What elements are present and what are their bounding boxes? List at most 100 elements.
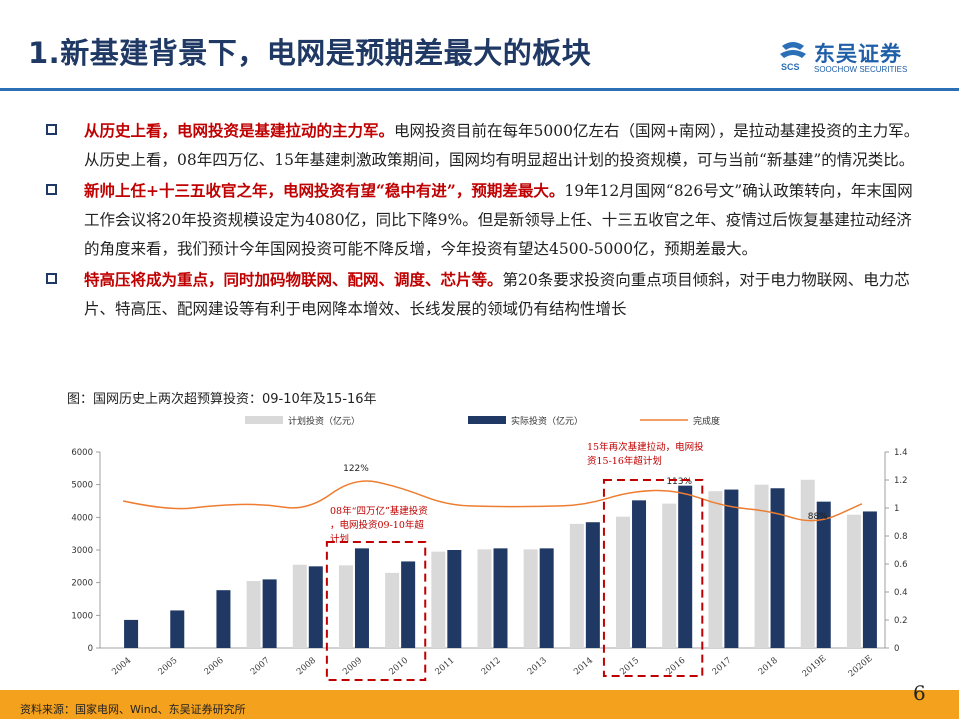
y-right-tick-label: 0 <box>894 644 899 654</box>
bar-actual <box>493 548 508 648</box>
annotation-2015-2016: 15年再次基建拉动，电网投资15-16年超计划 <box>587 441 704 467</box>
bar-plan <box>569 523 584 648</box>
bar-plan <box>338 565 353 648</box>
bar-actual <box>354 548 369 648</box>
bar-plan <box>292 564 307 648</box>
footer-bar <box>0 690 959 719</box>
legend-swatch-actual <box>468 416 506 424</box>
bar-plan <box>385 572 400 648</box>
bar-plan <box>846 514 861 648</box>
x-tick-label: 2008 <box>295 656 318 678</box>
y-right-tick-label: 0.6 <box>894 560 908 570</box>
legend-label-actual: 实际投资（亿元） <box>511 415 583 427</box>
legend-swatch-plan <box>245 416 283 424</box>
x-tick-label: 2011 <box>434 656 457 678</box>
bar-actual <box>539 548 554 648</box>
bullet-item: 特高压将成为重点，同时加码物联网、配网、调度、芯片等。第20条要求投资向重点项目… <box>40 265 920 324</box>
legend-label-rate: 完成度 <box>693 415 720 427</box>
bar-actual <box>124 619 139 648</box>
x-tick-label: 2007 <box>249 656 272 678</box>
y-left-tick-label: 1000 <box>71 611 93 621</box>
bar-plan <box>431 551 446 648</box>
bullet-highlight: 从历史上看，电网投资是基建拉动的主力军。 <box>84 121 395 140</box>
legend-label-plan: 计划投资（亿元） <box>288 415 360 427</box>
y-right-tick-label: 0.8 <box>894 532 908 542</box>
x-tick-label: 2006 <box>203 656 226 678</box>
bar-plan <box>616 516 631 648</box>
bar-plan <box>708 491 723 648</box>
y-right-tick-label: 1.4 <box>894 448 908 458</box>
checkbox-bullet-icon <box>46 184 57 195</box>
bar-plan <box>523 549 538 648</box>
bar-actual <box>262 579 277 648</box>
bar-plan <box>754 484 769 648</box>
bar-plan <box>246 581 261 648</box>
data-label: 122% <box>343 464 369 474</box>
highlight-box-2009-2010 <box>325 541 427 681</box>
y-left-tick-label: 5000 <box>71 481 93 491</box>
x-tick-label: 2019E <box>801 654 829 680</box>
source-note: 资料来源：国家电网、Wind、东吴证券研究所 <box>20 703 246 716</box>
bar-actual <box>678 485 693 648</box>
x-tick-label: 2012 <box>480 656 503 678</box>
bar-actual <box>770 488 785 648</box>
x-tick-label: 2017 <box>711 656 734 678</box>
y-right-tick-label: 0.4 <box>894 588 908 598</box>
svg-text:SCS: SCS <box>781 62 800 72</box>
soochow-logo-icon: SCS <box>780 42 806 72</box>
completion-rate-line <box>122 480 863 522</box>
bullet-list: 从历史上看，电网投资是基建拉动的主力军。电网投资目前在每年5000亿左右（国网+… <box>40 116 920 325</box>
x-tick-label: 2020E <box>847 654 875 680</box>
checkbox-bullet-icon <box>46 124 57 135</box>
bullet-item: 从历史上看，电网投资是基建拉动的主力军。电网投资目前在每年5000亿左右（国网+… <box>40 116 920 175</box>
x-tick-label: 2005 <box>156 656 179 678</box>
y-left-tick-label: 4000 <box>71 513 93 523</box>
bar-actual <box>308 566 323 648</box>
bar-plan <box>477 549 492 648</box>
bullet-highlight: 新帅上任+十三五收官之年，电网投资有望“稳中有进”，预期差最大。 <box>84 181 565 200</box>
x-tick-label: 2004 <box>110 656 133 678</box>
y-right-tick-label: 1.2 <box>894 476 908 486</box>
y-right-tick-label: 0.2 <box>894 616 908 626</box>
page-number: 6 <box>913 681 926 705</box>
data-label: 88% <box>808 512 828 522</box>
bar-plan <box>662 503 677 648</box>
figure-caption: 图：国网历史上两次超预算投资：09-10年及15-16年 <box>67 392 377 407</box>
y-left-tick-label: 3000 <box>71 546 93 556</box>
x-tick-label: 2009 <box>341 656 364 678</box>
investment-chart: 计划投资（亿元） 实际投资（亿元） 完成度 0 1000 2000 3000 4000 5000… <box>71 415 908 681</box>
bar-actual <box>816 501 831 648</box>
annotation-2009-2010: 08年“四万亿”基建投资，电网投资09-10年超计划 <box>330 505 428 545</box>
bullet-text: 19年12月国网“826号文”确认政策转向，年末国网工作会议将20年投资规模设定… <box>84 182 913 258</box>
data-label: 113% <box>666 477 692 487</box>
bar-actual <box>401 561 416 648</box>
bullet-highlight: 特高压将成为重点，同时加码物联网、配网、调度、芯片等。 <box>84 270 503 289</box>
y-left-tick-label: 6000 <box>71 448 93 458</box>
bullet-text: 第20条要求投资向重点项目倾斜，对于电力物联网、电力芯片、特高压、配网建设等有利… <box>84 271 910 318</box>
bar-actual <box>632 500 647 648</box>
x-tick-label: 2015 <box>618 656 641 678</box>
bullet-text: 电网投资目前在每年5000亿左右（国网+南网），是拉动基建投资的主力军。从历史上… <box>84 122 920 169</box>
bar-actual <box>216 590 231 648</box>
bar-actual <box>862 511 877 648</box>
x-tick-label: 2014 <box>572 656 595 678</box>
x-tick-label: 2016 <box>664 656 687 678</box>
checkbox-bullet-icon <box>46 273 57 284</box>
company-logo: SCS 东吴证券 SOOCHOW SECURITIES <box>778 38 928 78</box>
bar-actual <box>170 610 185 648</box>
bar-actual <box>585 522 600 648</box>
header-divider <box>0 88 959 91</box>
logo-text-cn: 东吴证券 <box>814 42 902 66</box>
x-tick-label: 2010 <box>387 656 410 678</box>
bullet-item: 新帅上任+十三五收官之年，电网投资有望“稳中有进”，预期差最大。19年12月国网… <box>40 176 920 264</box>
logo-text-en: SOOCHOW SECURITIES <box>814 65 908 74</box>
highlight-box-2015-2016 <box>602 479 704 677</box>
bar-plan <box>800 479 815 648</box>
x-tick-label: 2018 <box>757 656 780 678</box>
x-tick-label: 2013 <box>526 656 549 678</box>
y-left-tick-label: 0 <box>88 644 93 654</box>
y-left-tick-label: 2000 <box>71 579 93 589</box>
bar-actual <box>447 550 462 648</box>
page-title: 1.新基建背景下，电网是预期差最大的板块 <box>28 36 592 70</box>
bar-actual <box>724 489 739 648</box>
